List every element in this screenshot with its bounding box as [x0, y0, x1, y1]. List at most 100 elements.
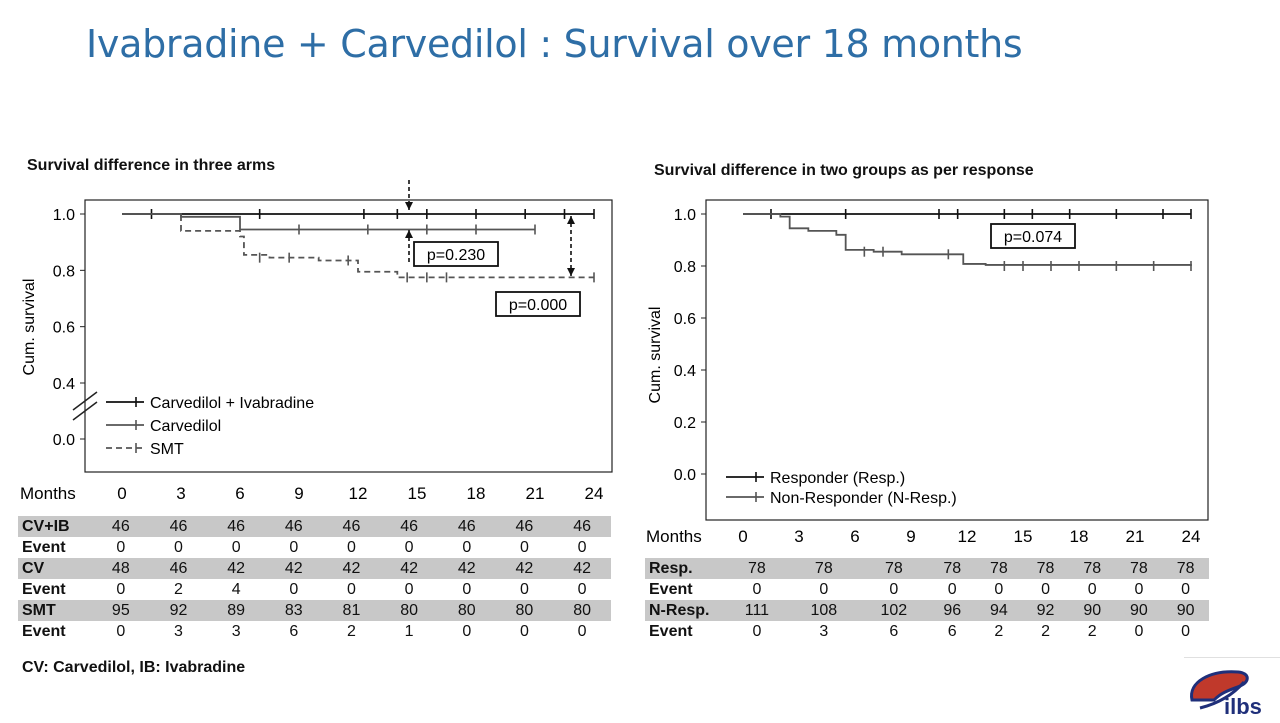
- p-value-label: p=0.074: [1004, 229, 1062, 246]
- risk-table-cell: 96: [928, 600, 976, 621]
- risk-table-cell: 2: [1087, 622, 1097, 640]
- risk-table-cell: 46: [264, 516, 323, 537]
- slide-title: Ivabradine + Carvedilol : Survival over …: [86, 22, 1023, 66]
- logo-text: ilbs: [1224, 694, 1262, 718]
- risk-table-cell: 90: [1068, 600, 1116, 621]
- risk-table-cell: 0: [752, 580, 762, 598]
- risk-table-cell: 0: [404, 538, 414, 556]
- x-tick-label: 0: [117, 484, 126, 503]
- x-axis-label: Months: [646, 527, 702, 546]
- x-tick-label: 0: [738, 527, 747, 546]
- x-tick-label: 21: [526, 484, 545, 503]
- risk-table-row: Event 0 2 4 0 0 0 0 0 0: [18, 579, 611, 600]
- series-line: [122, 213, 594, 279]
- risk-table-cell: 0: [404, 580, 414, 598]
- risk-table-cell: 0: [1134, 580, 1144, 598]
- risk-table-cell: 2: [174, 580, 183, 598]
- risk-table-cell: 46: [495, 516, 554, 537]
- risk-table-cell: 42: [207, 558, 265, 579]
- x-tick-label: 24: [1182, 527, 1201, 546]
- risk-table-cell: 78: [1068, 558, 1116, 579]
- plot-frame: [84, 199, 613, 473]
- axis-break-mark: [72, 391, 98, 411]
- y-tick-label: 0.0: [53, 432, 75, 449]
- risk-table-cell: 1: [404, 622, 414, 640]
- risk-table-cell: 2: [994, 622, 1004, 640]
- row-label: Event: [22, 538, 66, 556]
- risk-table-row: Event 0 0 0 0 0 0 0 0 0: [645, 579, 1209, 600]
- risk-table-cell: 42: [322, 558, 381, 579]
- y-tick-label: 0.8: [674, 259, 696, 276]
- risk-table-cell: 78: [1162, 558, 1209, 579]
- risk-table-cell: 78: [1022, 558, 1069, 579]
- risk-table-cell: 78: [1115, 558, 1163, 579]
- risk-table-cell: 0: [347, 580, 356, 598]
- legend-entry: Responder (Resp.): [770, 470, 905, 487]
- x-tick-label: 3: [176, 484, 185, 503]
- legend-entry: Carvedilol: [150, 418, 221, 435]
- x-tick-label: 15: [408, 484, 427, 503]
- risk-table-cell: 78: [725, 558, 789, 579]
- arrow-head: [405, 230, 413, 238]
- risk-table-cell: 102: [858, 600, 929, 621]
- series-line: [743, 213, 1192, 266]
- risk-table-cell: 92: [1022, 600, 1069, 621]
- risk-table-cell: 95: [92, 600, 150, 621]
- risk-table-cell: 0: [577, 538, 587, 556]
- risk-table-cell: 46: [380, 516, 438, 537]
- risk-table-cell: 0: [1134, 622, 1144, 640]
- series-line: [122, 213, 535, 231]
- ilbs-logo: ilbs: [1186, 660, 1276, 719]
- risk-table-cell: 0: [174, 538, 183, 556]
- risk-table-cell: 46: [92, 516, 150, 537]
- arrow-head: [567, 268, 575, 276]
- risk-table-cell: 42: [380, 558, 438, 579]
- p-value-box: [413, 241, 499, 267]
- risk-table-cell: 80: [380, 600, 438, 621]
- risk-table-cell: 4: [231, 580, 241, 598]
- risk-table-cell: 78: [928, 558, 976, 579]
- risk-table-row: Event 0 0 0 0 0 0 0 0 0: [18, 537, 611, 558]
- risk-table-row: CV+IB 46 46 46 46 46 46 46 46 46: [18, 516, 611, 537]
- y-tick-label: 1.0: [674, 207, 696, 224]
- x-tick-label: 6: [235, 484, 244, 503]
- risk-table-cell: 0: [947, 580, 957, 598]
- risk-table-cell: 80: [495, 600, 554, 621]
- row-label: N-Resp.: [645, 600, 725, 621]
- risk-table-row: Resp. 78 78 78 78 78 78 78 78 78: [645, 558, 1209, 579]
- risk-table-cell: 0: [819, 580, 829, 598]
- x-tick-label: 12: [349, 484, 368, 503]
- arrow-head: [405, 202, 413, 210]
- risk-table-cell: 46: [149, 516, 208, 537]
- x-tick-label: 18: [467, 484, 486, 503]
- risk-table-cell: 3: [174, 622, 183, 640]
- risk-table-cell: 6: [947, 622, 957, 640]
- risk-table-cell: 0: [577, 580, 587, 598]
- x-tick-label: 12: [958, 527, 977, 546]
- risk-table-cell: 94: [975, 600, 1023, 621]
- risk-table-cell: 0: [289, 538, 299, 556]
- risk-table-cell: 0: [994, 580, 1004, 598]
- risk-table-cell: 2: [347, 622, 356, 640]
- risk-table-cell: 83: [264, 600, 323, 621]
- x-tick-label: 6: [850, 527, 859, 546]
- risk-table-cell: 80: [553, 600, 611, 621]
- risk-table-row: SMT 95 92 89 83 81 80 80 80 80: [18, 600, 611, 621]
- risk-table-row: CV 48 46 42 42 42 42 42 42 42: [18, 558, 611, 579]
- risk-table-cell: 0: [116, 622, 126, 640]
- y-tick-label: 0.6: [53, 320, 75, 337]
- risk-table-cell: 46: [207, 516, 265, 537]
- risk-table-cell: 0: [462, 538, 472, 556]
- legend-entry: Carvedilol + Ivabradine: [150, 395, 314, 412]
- risk-table-cell: 0: [519, 580, 529, 598]
- p-value-box: [495, 291, 581, 317]
- plot-frame: [705, 199, 1209, 521]
- risk-table-cell: 0: [1041, 580, 1050, 598]
- risk-table-cell: 0: [752, 622, 762, 640]
- risk-table-cell: 78: [975, 558, 1023, 579]
- y-tick-label: 0.6: [674, 311, 696, 328]
- y-tick-label: 0.4: [53, 376, 75, 393]
- row-label: SMT: [18, 600, 92, 621]
- risk-table-cell: 46: [149, 558, 208, 579]
- risk-table-cell: 0: [462, 622, 472, 640]
